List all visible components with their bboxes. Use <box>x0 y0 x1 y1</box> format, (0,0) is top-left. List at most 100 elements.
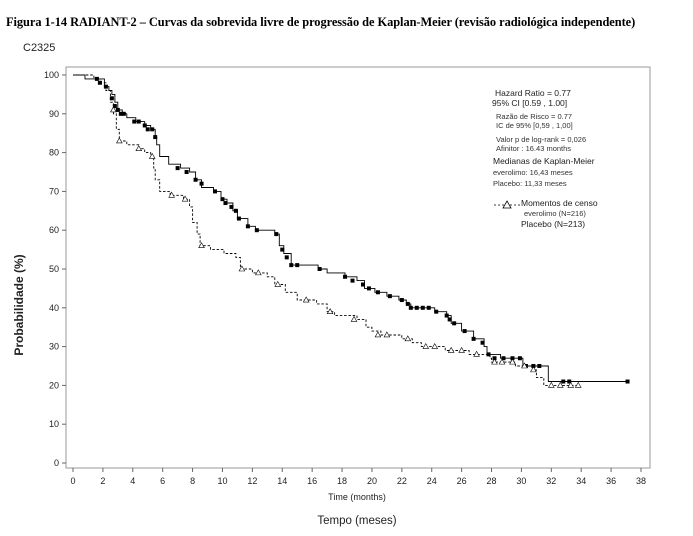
censor-marker-everolimo <box>462 329 467 334</box>
plot-area <box>65 66 651 469</box>
censor-marker-everolimo <box>295 263 300 268</box>
x-tick-label: 12 <box>247 476 257 486</box>
censor-marker-placebo <box>168 191 175 198</box>
censor-marker-everolimo <box>280 247 285 252</box>
censor-marker-everolimo <box>561 379 566 384</box>
ic95-label: IC de 95% [0,59 , 1,00] <box>496 121 573 130</box>
censor-marker-placebo <box>198 242 205 249</box>
x-tick-label: 10 <box>217 476 227 486</box>
x-tick-label: 4 <box>130 476 135 486</box>
censor-placebo: Placebo (N=213) <box>521 219 585 229</box>
censor-marker-everolimo <box>115 107 120 112</box>
figure-code: C2325 <box>23 42 56 54</box>
censor-marker-everolimo <box>145 127 150 132</box>
x-tick-label: 0 <box>70 476 75 486</box>
censor-marker-everolimo <box>236 216 241 221</box>
censor-marker-everolimo <box>118 111 123 116</box>
censor-marker-everolimo <box>175 166 180 171</box>
x-tick-label: 6 <box>160 476 165 486</box>
censor-marker-placebo <box>116 137 123 144</box>
censor-marker-everolimo <box>136 119 141 124</box>
censor-marker-everolimo <box>274 232 279 237</box>
censor-marker-placebo <box>110 106 117 113</box>
censor-marker-placebo <box>473 350 480 357</box>
censor-marker-everolimo <box>426 305 431 310</box>
censor-marker-placebo <box>567 381 575 388</box>
y-tick-label: 80 <box>49 148 59 158</box>
censor-marker-everolimo <box>229 204 234 209</box>
x-tick-label: 20 <box>367 476 377 486</box>
y-tick-label: 70 <box>49 186 59 196</box>
censor-marker-everolimo <box>153 135 158 140</box>
censor-marker-everolimo <box>501 356 506 361</box>
censor-marker-placebo <box>255 269 262 276</box>
censor-marker-everolimo <box>444 313 449 318</box>
series-markers <box>94 76 630 388</box>
x-tick-label: 24 <box>427 476 437 486</box>
pvalue-label: Valor p de log-rank = 0,026 <box>496 135 586 144</box>
censor-marker-placebo <box>521 362 528 369</box>
y-tick-label: 50 <box>49 264 59 274</box>
censor-marker-everolimo <box>142 123 147 128</box>
x-tick-label: 14 <box>277 476 287 486</box>
y-tick-label: 20 <box>49 380 59 390</box>
censor-marker-everolimo <box>94 76 99 81</box>
censor-marker-everolimo <box>97 80 102 85</box>
legend: Hazard Ratio = 0.77 95% CI [0.59 , 1.00]… <box>492 88 598 229</box>
y-tick-label: 100 <box>44 70 59 80</box>
censor-marker-everolimo <box>387 294 392 299</box>
censor-marker-everolimo <box>112 104 117 109</box>
x-tick-label: 36 <box>606 476 616 486</box>
censor-marker-placebo <box>181 195 189 202</box>
censor-marker-everolimo <box>408 305 413 310</box>
censor-marker-everolimo <box>233 208 238 213</box>
x-tick-label: 32 <box>546 476 556 486</box>
censor-marker-everolimo <box>245 224 250 229</box>
censor-marker-placebo <box>458 346 465 353</box>
censor-marker-everolimo <box>567 379 572 384</box>
censor-marker-placebo <box>374 331 382 338</box>
censor-marker-everolimo <box>420 305 425 310</box>
censor-marker-everolimo <box>121 111 126 116</box>
y-tick-label: 0 <box>54 458 59 468</box>
censor-marker-placebo <box>350 315 358 322</box>
y-axis-label: Probabilidade (%) <box>12 254 26 355</box>
censor-marker-everolimo <box>360 282 365 287</box>
censor-marker-placebo <box>509 358 516 365</box>
razao-risco-label: Razão de Risco = 0.77 <box>496 112 572 121</box>
censor-marker-everolimo <box>350 278 355 283</box>
censor-marker-everolimo <box>480 340 485 345</box>
y-tick-label: 30 <box>49 342 59 352</box>
censor-marker-placebo <box>447 346 455 353</box>
hazard-ratio-label: Hazard Ratio = 0.77 <box>495 88 571 98</box>
x-tick-label: 2 <box>100 476 105 486</box>
censor-marker-placebo <box>274 280 282 287</box>
x-tick-label: 28 <box>487 476 497 486</box>
censor-marker-everolimo <box>537 364 542 368</box>
censor-marker-everolimo <box>132 119 137 124</box>
afinitor-label: Afinitor : 16.43 months <box>496 144 571 153</box>
censor-marker-everolimo <box>220 197 225 202</box>
censor-marker-everolimo <box>492 356 497 361</box>
censor-marker-placebo <box>556 381 564 388</box>
censor-marker-placebo <box>135 145 143 152</box>
censor-marker-placebo <box>498 358 506 365</box>
x-tick-label: 16 <box>307 476 317 486</box>
censor-marker-placebo <box>326 308 334 314</box>
censor-marker-everolimo <box>471 336 476 341</box>
censor-marker-placebo <box>383 331 391 338</box>
y-tick-label: 40 <box>49 303 59 313</box>
x-tick-label: 30 <box>516 476 526 486</box>
censor-marker-everolimo <box>447 317 452 322</box>
censor-title: Momentos de censo <box>521 198 598 208</box>
ci-label: 95% CI [0.59 , 1.00] <box>492 98 567 108</box>
x-axis-label: Time (months) <box>328 492 386 502</box>
censor-marker-placebo <box>530 366 537 373</box>
y-tick-label: 60 <box>49 225 59 235</box>
censor-everolimo: everolimo (N=216) <box>524 209 586 218</box>
censor-marker-everolimo <box>399 298 404 303</box>
censor-marker-everolimo <box>517 356 522 361</box>
censor-marker-everolimo <box>109 96 114 101</box>
censor-marker-everolimo <box>625 379 630 384</box>
censor-marker-everolimo <box>405 301 410 306</box>
